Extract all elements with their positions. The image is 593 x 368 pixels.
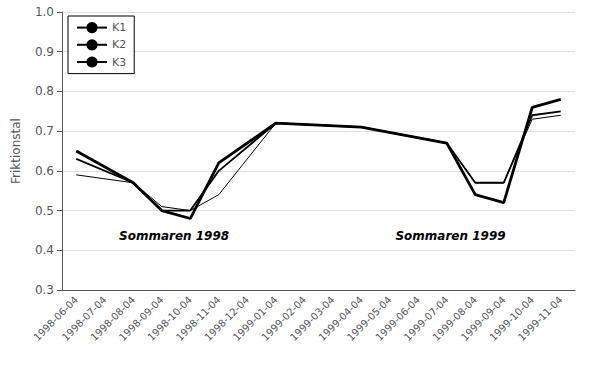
- svg-text:1998-11-04: 1998-11-04: [173, 294, 223, 343]
- svg-text:Sommaren 1999: Sommaren 1999: [395, 229, 505, 243]
- svg-text:K3: K3: [112, 56, 126, 69]
- svg-text:1998-12-04: 1998-12-04: [202, 294, 252, 343]
- svg-text:0.4: 0.4: [35, 243, 54, 257]
- svg-text:1999-02-04: 1999-02-04: [259, 294, 309, 343]
- svg-text:1999-10-04: 1999-10-04: [487, 294, 537, 343]
- svg-text:0.6: 0.6: [35, 164, 54, 178]
- svg-text:Sommaren 1998: Sommaren 1998: [119, 229, 229, 243]
- svg-text:1998-06-04: 1998-06-04: [31, 294, 81, 343]
- svg-text:1999-01-04: 1999-01-04: [230, 294, 280, 343]
- svg-text:1998-10-04: 1998-10-04: [145, 294, 195, 343]
- svg-text:1.0: 1.0: [35, 5, 54, 19]
- svg-text:K2: K2: [112, 38, 126, 51]
- svg-text:1999-11-04: 1999-11-04: [516, 294, 565, 343]
- svg-text:1999-06-04: 1999-06-04: [373, 294, 423, 343]
- svg-text:1998-07-04: 1998-07-04: [59, 294, 109, 343]
- svg-text:1998-08-04: 1998-08-04: [88, 294, 138, 343]
- svg-text:0.5: 0.5: [35, 204, 54, 218]
- svg-text:Friktionstal: Friktionstal: [9, 118, 23, 184]
- svg-text:1998-09-04: 1998-09-04: [116, 294, 166, 343]
- svg-text:1999-04-04: 1999-04-04: [316, 294, 366, 343]
- svg-text:1999-07-04: 1999-07-04: [401, 294, 451, 343]
- svg-text:0.3: 0.3: [35, 283, 54, 297]
- svg-text:1999-03-04: 1999-03-04: [287, 294, 337, 343]
- svg-text:1999-08-04: 1999-08-04: [430, 294, 480, 343]
- svg-text:1999-05-04: 1999-05-04: [344, 294, 394, 343]
- svg-text:0.7: 0.7: [35, 124, 54, 138]
- svg-text:1999-09-04: 1999-09-04: [458, 294, 508, 343]
- svg-text:0.8: 0.8: [35, 84, 54, 98]
- svg-text:0.9: 0.9: [35, 45, 54, 59]
- svg-text:K1: K1: [112, 21, 126, 34]
